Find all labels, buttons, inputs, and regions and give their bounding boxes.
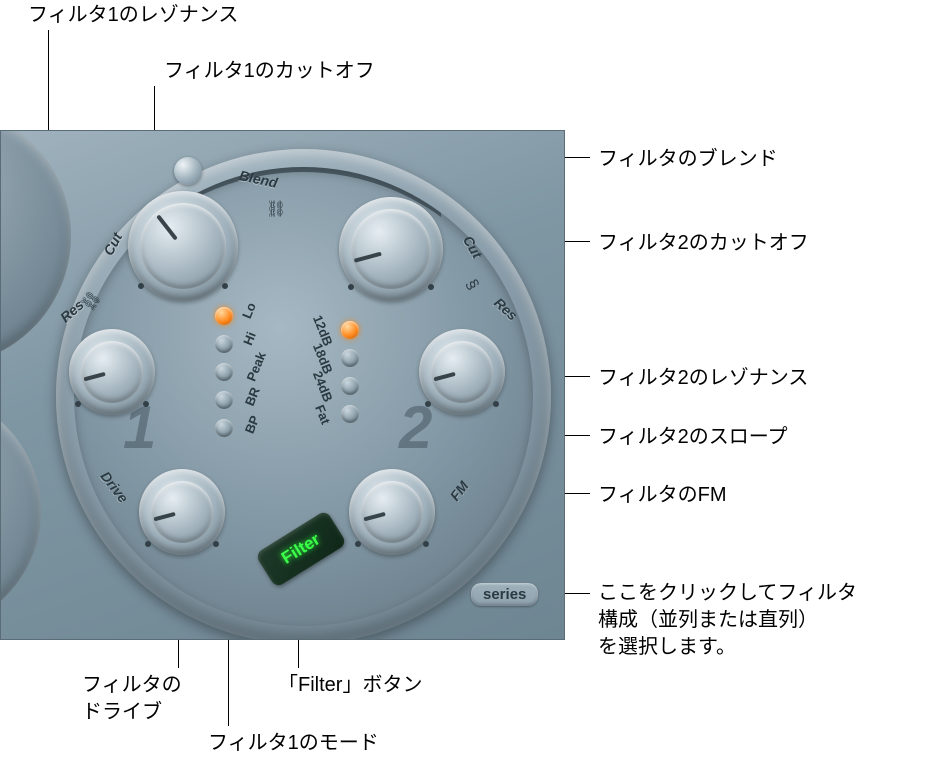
- series-button-label: series: [483, 586, 526, 603]
- callout-filter1-mode: フィルタ1のモード: [208, 730, 379, 757]
- mode-led-bp[interactable]: [215, 419, 233, 437]
- callout-filter2-cutoff: フィルタ2のカットオフ: [598, 230, 809, 257]
- filter-drive-knob[interactable]: [139, 469, 225, 555]
- callout-text: フィルタの: [82, 674, 182, 696]
- callout-filter-drive: フィルタの ドライブ: [82, 672, 182, 726]
- callout-filter2-slope: フィルタ2のスロープ: [598, 424, 788, 451]
- callout-filter-blend: フィルタのブレンド: [598, 146, 778, 173]
- series-parallel-button[interactable]: series: [471, 583, 538, 606]
- blend-slider-handle[interactable]: [174, 157, 202, 185]
- callout-filter2-resonance: フィルタ2のレゾナンス: [598, 365, 808, 392]
- filter-fm-knob[interactable]: [349, 469, 435, 555]
- filter-panel-screenshot: Blend ⛓ Cut Res ⛓ Drive Cut §: [0, 130, 565, 640]
- filter1-mode-leds: [215, 307, 233, 447]
- mode-led-peak[interactable]: [215, 363, 233, 381]
- slope-led-fat[interactable]: [341, 405, 359, 423]
- filter2-slope-leds: [341, 321, 359, 433]
- callout-filter-fm: フィルタのFM: [598, 482, 726, 509]
- filter2-cutoff-knob[interactable]: [339, 197, 443, 301]
- slope-led-24db[interactable]: [341, 377, 359, 395]
- slope-led-12db[interactable]: [341, 321, 359, 339]
- callout-text: ドライブ: [82, 701, 162, 723]
- filter-number-2: 2: [399, 393, 432, 462]
- filter1-cutoff-knob[interactable]: [128, 191, 238, 301]
- chain-icon: ⛓: [266, 199, 286, 219]
- mode-led-lo[interactable]: [215, 307, 233, 325]
- filter-number-1: 1: [123, 393, 156, 462]
- slope-led-18db[interactable]: [341, 349, 359, 367]
- callout-filter1-cutoff: フィルタ1のカットオフ: [164, 58, 375, 85]
- panel-decoration: [0, 130, 71, 366]
- callout-filter-button: 「Filter」ボタン: [278, 672, 422, 699]
- panel-decoration: [0, 391, 41, 631]
- mode-led-hi[interactable]: [215, 335, 233, 353]
- callout-series: ここをクリックしてフィルタ 構成（並列または直列） を選択します。: [598, 580, 857, 661]
- mode-led-br[interactable]: [215, 391, 233, 409]
- callout-filter1-resonance: フィルタ1のレゾナンス: [28, 2, 238, 29]
